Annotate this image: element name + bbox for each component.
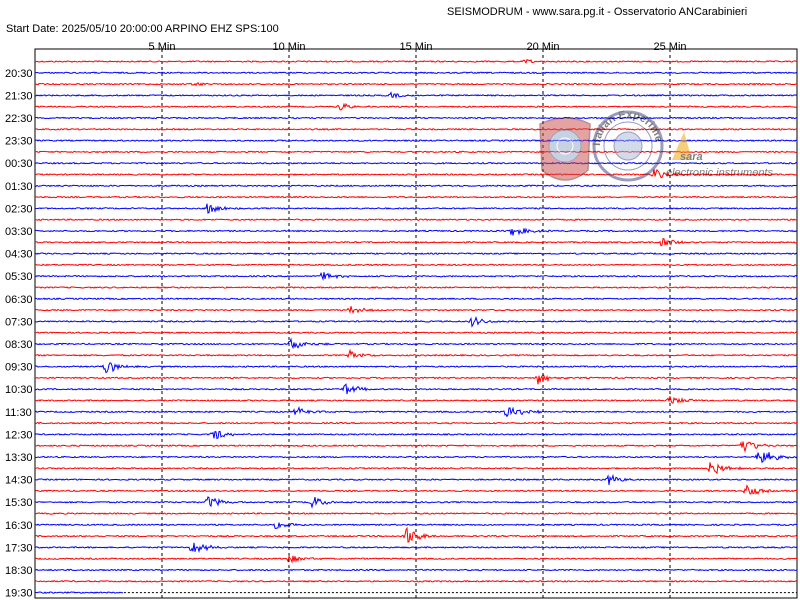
trace-blue <box>34 362 798 374</box>
hour-label: 20:30 <box>5 68 33 80</box>
hour-label: 19:30 <box>5 588 33 600</box>
x-tick-label: 25 Min <box>653 41 686 53</box>
trace-blue <box>34 542 798 554</box>
chart-title: SEISMODRUM - www.sara.pg.it - Osservator… <box>447 6 747 18</box>
trace-blue <box>34 252 798 256</box>
hour-label: 03:30 <box>5 226 33 238</box>
sara-logo: sara electronic instruments <box>666 132 773 179</box>
trace-blue <box>34 315 798 328</box>
trace-red <box>34 127 798 131</box>
trace-red <box>34 168 798 179</box>
trace-red <box>34 526 798 543</box>
hour-label: 13:30 <box>5 452 33 464</box>
hour-label: 21:30 <box>5 90 33 102</box>
trace-blue <box>34 496 798 510</box>
trace-blue <box>34 406 798 418</box>
hour-label: 06:30 <box>5 294 33 306</box>
trace-red <box>34 263 798 267</box>
start-date-info: Start Date: 2025/05/10 20:00:00 ARPINO E… <box>6 23 279 35</box>
hour-label: 22:30 <box>5 113 33 125</box>
trace-red <box>34 82 798 87</box>
trace-blue <box>34 297 798 301</box>
hour-label: 00:30 <box>5 158 33 170</box>
trace-red <box>34 286 798 289</box>
carabinieri-seal-icon <box>539 117 591 181</box>
trace-red <box>34 421 798 425</box>
trace-red <box>34 218 798 222</box>
hour-label: 07:30 <box>5 316 33 328</box>
trace-red <box>34 150 798 154</box>
trace-blue <box>34 383 798 395</box>
hour-label: 17:30 <box>5 542 33 554</box>
trace-red <box>34 374 798 385</box>
hour-label: 05:30 <box>5 271 33 283</box>
trace-blue <box>34 203 798 214</box>
hour-label: 16:30 <box>5 520 33 532</box>
trace-blue <box>34 337 798 350</box>
trace-blue <box>34 271 798 282</box>
trace-blue <box>34 591 124 594</box>
trace-blue <box>34 91 798 99</box>
hour-label: 10:30 <box>5 384 33 396</box>
hour-label: 02:30 <box>5 203 33 215</box>
trace-blue <box>34 116 798 120</box>
trace-blue <box>34 522 798 530</box>
sara-brand-subtext: electronic instruments <box>666 167 773 179</box>
seismic-traces <box>34 58 798 594</box>
trace-red <box>34 441 798 454</box>
trace-red <box>34 102 798 111</box>
trace-red <box>34 554 798 564</box>
x-axis: 5 Min 10 Min 15 Min 20 Min 25 Min <box>149 41 687 53</box>
trace-blue <box>34 452 798 464</box>
trace-red <box>34 238 798 247</box>
trace-red <box>34 462 798 475</box>
hour-label: 09:30 <box>5 362 33 374</box>
hour-label: 23:30 <box>5 136 33 148</box>
plot-frame <box>34 48 798 599</box>
trace-blue <box>34 430 798 440</box>
trace-blue <box>34 227 798 236</box>
grid-lines <box>161 49 671 598</box>
trace-red <box>34 348 798 359</box>
x-tick-label: 15 Min <box>399 41 432 53</box>
x-tick-label: 5 Min <box>149 41 176 53</box>
hour-labels: 20:30 21:30 22:30 23:30 00:30 01:30 02:30 03:30… <box>5 68 33 600</box>
hour-label: 08:30 <box>5 339 33 351</box>
trace-red <box>34 58 798 64</box>
trace-blue <box>34 184 798 188</box>
trace-red <box>34 396 798 404</box>
trace-blue <box>34 139 798 142</box>
hour-label: 04:30 <box>5 249 33 261</box>
trace-blue <box>34 161 798 165</box>
hour-label: 14:30 <box>5 475 33 487</box>
hour-label: 12:30 <box>5 429 33 441</box>
trace-blue <box>34 71 798 75</box>
hour-label: 11:30 <box>5 407 32 419</box>
trace-red <box>34 512 798 515</box>
hour-label: 01:30 <box>5 181 33 193</box>
x-tick-label: 10 Min <box>272 41 305 53</box>
header: SEISMODRUM - www.sara.pg.it - Osservator… <box>6 6 747 35</box>
trace-red <box>34 306 798 315</box>
trace-red <box>34 331 798 335</box>
trace-red <box>34 579 798 583</box>
trace-red <box>34 195 798 199</box>
x-tick-label: 20 Min <box>526 41 559 53</box>
hour-label: 15:30 <box>5 497 33 509</box>
trace-blue <box>34 568 798 572</box>
trace-red <box>34 484 798 496</box>
hour-label: 18:30 <box>5 565 33 577</box>
sara-brand-text: sara <box>680 151 703 163</box>
trace-blue <box>34 473 798 486</box>
plot-border <box>34 48 798 599</box>
